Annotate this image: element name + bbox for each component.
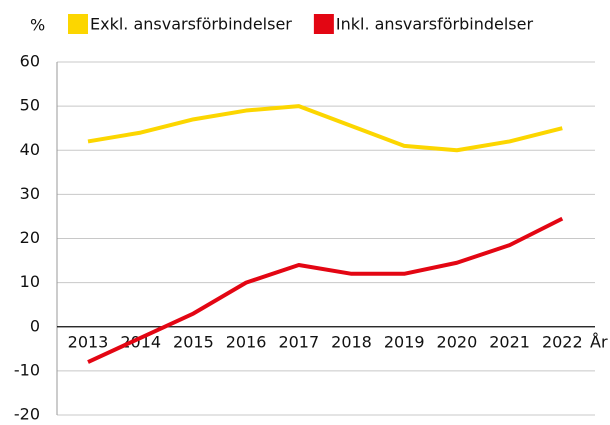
legend-swatch (68, 14, 88, 34)
x-tick-label: 2013 (68, 332, 109, 351)
y-tick-label: 60 (20, 52, 40, 71)
y-tick-label: -10 (14, 360, 40, 379)
y-tick-label: 10 (20, 272, 40, 291)
y-axis-label: % (30, 16, 45, 35)
x-axis-label: År (590, 332, 608, 351)
x-tick-label: 2016 (226, 332, 267, 351)
y-tick-label: 30 (20, 184, 40, 203)
y-tick-label: 50 (20, 96, 40, 115)
legend-label: Exkl. ansvarsförbindelser (90, 15, 292, 34)
y-tick-label: 0 (30, 316, 40, 335)
legend-swatch (313, 14, 334, 34)
x-tick-label: 2020 (437, 332, 478, 351)
x-tick-label: 2017 (278, 332, 319, 351)
x-tick-label: 2022 (542, 332, 583, 351)
x-tick-label: 2015 (173, 332, 214, 351)
series-line (87, 216, 564, 364)
y-tick-label: -20 (14, 405, 40, 424)
x-tick-label: 2018 (331, 332, 372, 351)
x-tick-label: 2021 (489, 332, 530, 351)
y-tick-label: 20 (20, 228, 40, 247)
y-tick-label: 40 (20, 140, 40, 159)
series-line (87, 104, 563, 153)
legend-label: Inkl. ansvarsförbindelser (336, 15, 534, 34)
x-tick-label: 2019 (384, 332, 425, 351)
x-tick-label: 2014 (120, 332, 161, 351)
